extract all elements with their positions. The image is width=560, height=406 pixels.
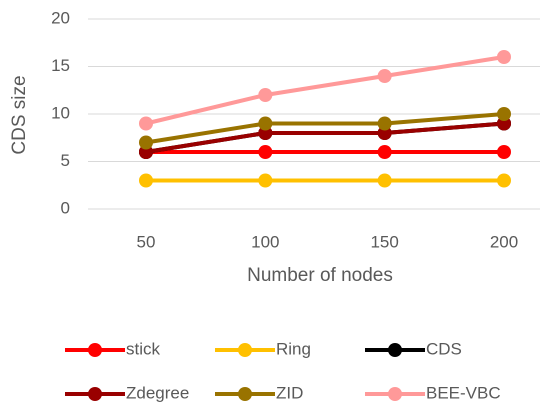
- y-tick-label: 15: [51, 56, 70, 75]
- series-line: [145, 55, 505, 126]
- legend-label: ZID: [276, 383, 303, 402]
- data-point: [497, 50, 511, 64]
- data-point: [258, 145, 273, 159]
- data-point: [258, 88, 273, 102]
- legend-marker: [388, 387, 402, 401]
- legend-marker: [388, 343, 402, 357]
- legend-marker: [238, 387, 252, 401]
- y-tick-label: 5: [61, 151, 70, 170]
- data-point: [377, 173, 392, 188]
- y-axis-label: CDS size: [9, 75, 30, 154]
- data-point: [139, 173, 153, 188]
- data-point: [139, 135, 153, 150]
- x-axis-label: Number of nodes: [247, 265, 393, 286]
- data-point: [377, 69, 392, 83]
- data-point: [497, 107, 511, 121]
- x-tick-label: 100: [251, 232, 279, 251]
- data-point: [377, 116, 392, 131]
- legend-label: BEE-VBC: [426, 383, 501, 402]
- y-tick-label: 20: [51, 8, 70, 27]
- data-point: [258, 173, 273, 188]
- x-tick-label: 50: [137, 232, 156, 251]
- data-point: [497, 145, 511, 159]
- legend-marker: [238, 343, 252, 357]
- y-tick-label: 0: [61, 198, 70, 217]
- data-point: [377, 145, 392, 159]
- legend-label: Ring: [276, 339, 311, 358]
- data-point: [258, 116, 273, 131]
- data-point: [497, 173, 511, 188]
- legend-marker: [88, 387, 102, 401]
- legend-label: stick: [126, 339, 161, 358]
- legend-label: Zdegree: [126, 383, 189, 402]
- legend-marker: [88, 343, 102, 357]
- series-line: [145, 121, 505, 154]
- x-tick-label: 150: [370, 232, 398, 251]
- legend-label: CDS: [426, 339, 462, 358]
- y-tick-label: 10: [51, 103, 70, 122]
- x-tick-label: 200: [490, 232, 518, 251]
- data-point: [139, 116, 153, 131]
- series-line: [145, 112, 505, 145]
